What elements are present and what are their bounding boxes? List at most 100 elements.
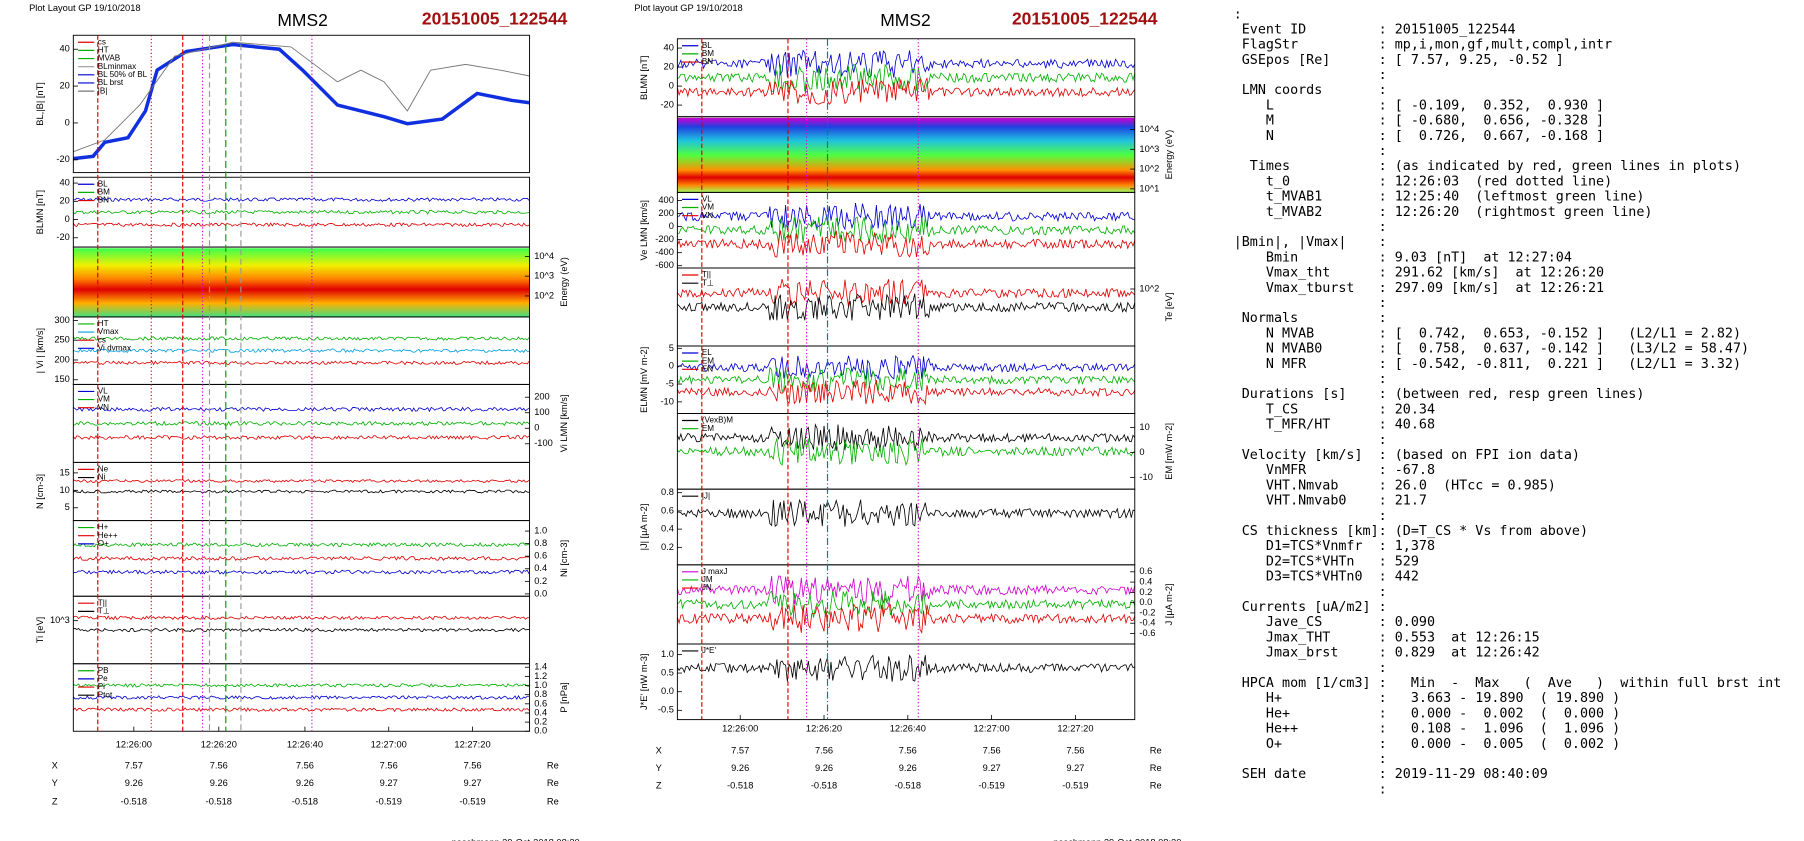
- listing-line: Durations [s] : (between red, resp green…: [1234, 387, 1645, 402]
- spectrogram: [73, 248, 530, 317]
- y-axis-label: BLMN [nT]: [639, 56, 649, 100]
- ephemeris-value: 9.26: [731, 763, 749, 773]
- trace: [677, 354, 1136, 380]
- panel-frame: [676, 191, 1136, 269]
- y-tick-label: 40: [59, 178, 69, 188]
- y-tick-label: 10: [59, 485, 69, 495]
- listing-line: t_MVAB1 : 12:25:40 (leftmost green line): [1234, 190, 1645, 205]
- panel-frame: [676, 413, 1136, 490]
- trace: [676, 379, 1136, 406]
- legend-label: H+: [98, 523, 109, 532]
- y-tick-label: -200: [655, 234, 674, 244]
- trace: [72, 222, 530, 228]
- trace: [73, 348, 530, 354]
- ephemeris-label: X: [656, 745, 662, 755]
- listing-line: Bmin : 9.03 [nT] at 12:27:04: [1234, 250, 1572, 265]
- y-tick-label: 1.0: [534, 680, 547, 690]
- y-tick-label: 0.4: [534, 707, 547, 717]
- trace: [72, 542, 530, 548]
- y-tick-label: 0.2: [534, 717, 547, 727]
- x-tick-label: 12:27:20: [454, 740, 490, 750]
- y-tick-label: 0.4: [1139, 577, 1152, 587]
- legend-label: J maxJ: [702, 567, 728, 576]
- listing-mark: :: [1234, 7, 1242, 22]
- listing-line: Vmax_tburst : 297.09 [km/s] at 12:26:21: [1234, 281, 1604, 296]
- listing-line: FlagStr : mp,i,mon,gf,mult,compl,intr: [1234, 38, 1612, 53]
- y-tick-label: 1.2: [534, 671, 547, 681]
- listing-line: Normals :: [1234, 311, 1387, 326]
- trace: [677, 278, 1136, 307]
- ephemeris-value: 7.56: [983, 745, 1001, 755]
- ephemeris-label: Y: [52, 778, 58, 788]
- listing-line: |Bmin|, |Vmax| :: [1234, 235, 1387, 250]
- listing-line: :: [1234, 220, 1387, 235]
- legend-label: PB: [98, 666, 109, 675]
- listing-line: :: [1234, 752, 1387, 767]
- ephemeris-value: 9.27: [463, 778, 481, 788]
- spectrogram: [677, 117, 1135, 193]
- trace: [73, 695, 529, 700]
- y-axis-label: Energy (eV): [559, 257, 569, 307]
- panel-frame: [676, 345, 1136, 414]
- listing-line: Event ID : 20151005_122544: [1234, 22, 1516, 37]
- legend-label: Ni: [98, 473, 106, 482]
- listing-line: :: [1234, 296, 1387, 311]
- legend-label: Pe: [98, 674, 108, 683]
- ephemeris-value: 9.26: [899, 763, 917, 773]
- y-tick-label: 0.6: [534, 698, 547, 708]
- ephemeris-label: Z: [656, 780, 662, 790]
- listing-line: t_MVAB2 : 12:26:20 (rightmost green line…: [1234, 205, 1653, 220]
- panel-frame: [676, 488, 1136, 566]
- y-tick-label: 1.0: [534, 526, 547, 536]
- ephemeris-value: 9.27: [1066, 763, 1084, 773]
- panel-frame: [676, 643, 1136, 721]
- y-tick-label: -600: [655, 260, 674, 270]
- legend-label: |J|: [702, 491, 710, 500]
- ephemeris-value: -0.519: [1062, 780, 1088, 790]
- listing-line: HPCA mom [1/cm3] : Min - Max ( Ave ) wit…: [1234, 676, 1782, 691]
- y-tick-label: 200: [54, 354, 70, 364]
- x-tick-label: 12:27:00: [371, 740, 407, 750]
- trace: [73, 197, 530, 203]
- legend-label: cs: [98, 37, 106, 46]
- ephemeris-value: -0.518: [727, 780, 753, 790]
- trace: [73, 627, 529, 633]
- y-tick-label: 0: [669, 81, 674, 91]
- y-tick-label: 0.0: [661, 686, 674, 696]
- trace: [676, 423, 1136, 451]
- y-tick-label: 0.6: [534, 551, 547, 561]
- y-tick-label: 0: [65, 117, 70, 127]
- trace: [73, 555, 529, 561]
- y-tick-label: 0.4: [534, 563, 547, 573]
- trace: [677, 63, 1136, 93]
- plot-header: Plot layout GP 19/10/2018: [634, 3, 742, 13]
- y-axis-label: P [nPa]: [559, 682, 569, 712]
- listing-line: T_CS : 20.34: [1234, 402, 1435, 417]
- trace: [677, 654, 1135, 682]
- x-tick-label: 12:26:00: [722, 723, 758, 733]
- legend-label: J*E': [702, 646, 717, 655]
- y-tick-label: 0.8: [661, 487, 674, 497]
- legend-label: Vi dvmax: [98, 343, 131, 352]
- ephemeris-value: 7.57: [731, 745, 749, 755]
- y-tick-label: 100: [534, 407, 550, 417]
- event-id: 20151005_122544: [422, 9, 568, 29]
- y-tick-label: 0.6: [661, 505, 674, 515]
- y-tick-label: 0.8: [534, 538, 547, 548]
- legend-label: BL: [702, 41, 712, 50]
- listing-line: SEH date : 2019-11-29 08:40:09: [1234, 767, 1548, 782]
- trace: [73, 479, 530, 484]
- ephemeris-value: 9.27: [983, 763, 1001, 773]
- y-tick-label: 200: [534, 392, 550, 402]
- trace: [73, 336, 530, 341]
- trace: [73, 707, 530, 713]
- listing-line: Vmax_tht : 291.62 [km/s] at 12:26:20: [1234, 266, 1604, 281]
- legend-label: Ptot: [98, 690, 113, 699]
- y-tick-label: 0.2: [661, 542, 674, 552]
- listing-line: :: [1234, 585, 1387, 600]
- y-tick-label: 0: [1139, 447, 1144, 457]
- listing-line: :: [1234, 509, 1387, 524]
- y-axis-label: ELMN [mV m-2]: [639, 347, 649, 413]
- y-tick-label: -10: [1139, 472, 1152, 482]
